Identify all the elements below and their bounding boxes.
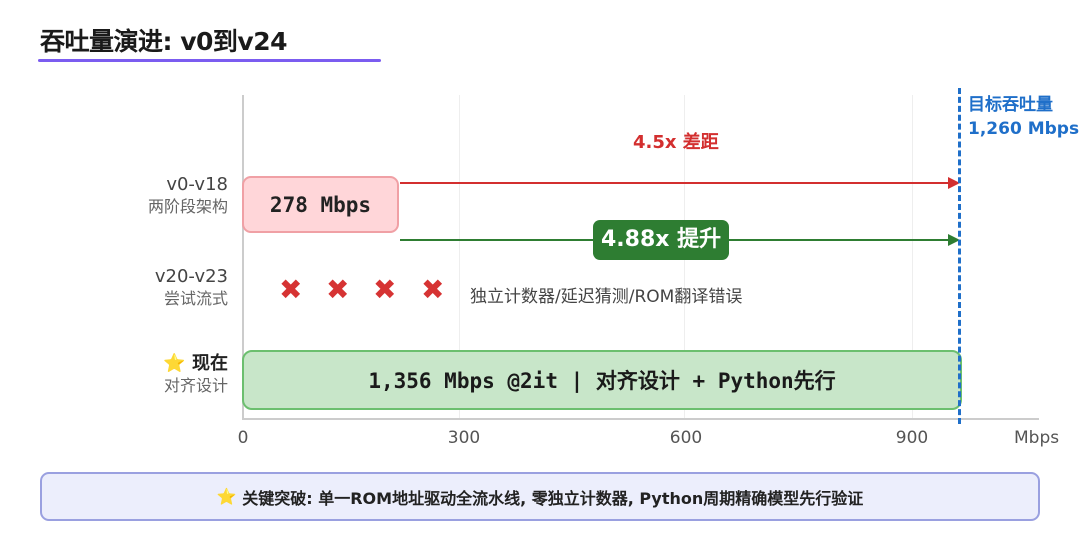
gap-arrow [400, 182, 952, 184]
failure-note: 独立计数器/延迟猜测/ROM翻译错误 [470, 287, 743, 307]
cross-icon: ✖ [373, 273, 397, 306]
x-axis-line [242, 418, 1039, 420]
bar-v0-v18: 278 Mbps [242, 176, 399, 233]
grid-line [459, 95, 460, 418]
tick-label: 900 [895, 428, 929, 448]
target-label: 目标吞吐量 1,260 Mbps [968, 95, 1080, 139]
page-title: 吞吐量演进: v0到v24 [40, 27, 287, 56]
footer-callout: ⭐ 关键突破: 单一ROM地址驱动全流水线, 零独立计数器, Python周期精… [40, 472, 1040, 521]
title-underline [38, 59, 381, 62]
tick-label: 300 [447, 428, 481, 448]
grid-line [912, 95, 913, 418]
star-icon: ⭐ [216, 487, 237, 506]
axis-unit: Mbps [1014, 428, 1060, 448]
cross-icon: ✖ [279, 273, 303, 306]
y-axis-line [242, 95, 244, 419]
gap-arrowhead-icon [948, 177, 960, 189]
bar-now: 1,356 Mbps @2it | 对齐设计 + Python先行 [242, 350, 962, 410]
row-label-v20-v23: v20-v23 尝试流式 [154, 266, 228, 308]
row-label-now: ⭐ 现在 对齐设计 [163, 353, 228, 395]
tick-label: 0 [237, 428, 249, 448]
gain-label: 4.88x 提升 [593, 220, 730, 260]
gap-label: 4.5x 差距 [633, 132, 719, 153]
row-label-v0-v18: v0-v18 两阶段架构 [147, 174, 228, 216]
star-icon: ⭐ [163, 353, 186, 374]
gain-arrowhead-icon [948, 234, 960, 246]
tick-label: 600 [669, 428, 703, 448]
cross-icon: ✖ [326, 273, 350, 306]
target-line [958, 88, 961, 424]
cross-icon: ✖ [421, 273, 445, 306]
